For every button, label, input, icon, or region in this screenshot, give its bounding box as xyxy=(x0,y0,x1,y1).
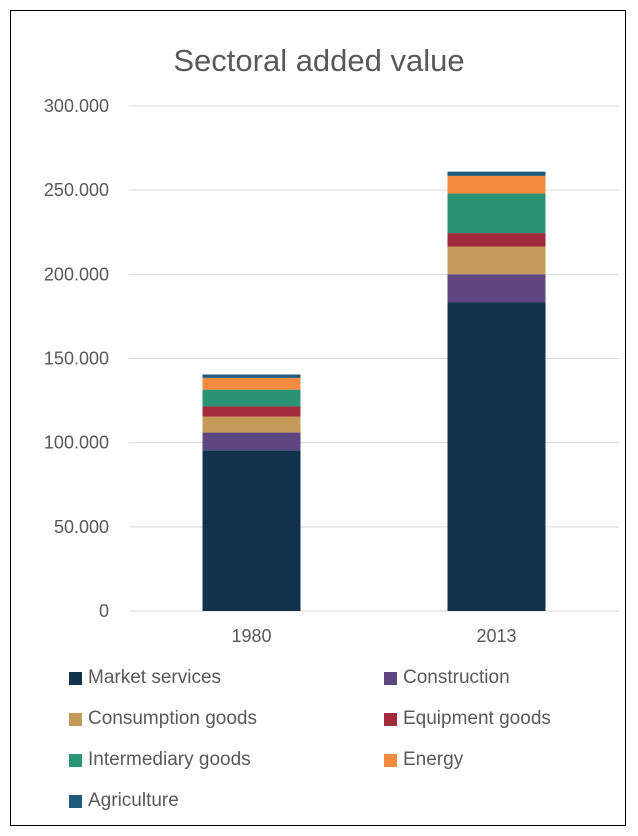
chart-plot-area: 0 50.000 100.000 150.000 200.000 250.000 300.0… xyxy=(44,96,619,646)
bar-segment xyxy=(202,416,301,433)
legend-item: Intermediary goods xyxy=(69,749,251,771)
legend-item: Energy xyxy=(384,749,463,771)
legend-item: Market services xyxy=(69,667,221,689)
bar-segment xyxy=(447,175,546,194)
y-tick-label: 200.000 xyxy=(44,264,109,284)
legend-swatch xyxy=(69,671,82,685)
y-tick-label: 300.000 xyxy=(44,96,109,116)
legend-swatch xyxy=(69,712,82,726)
legend-label: Market services xyxy=(88,667,222,688)
legend-swatch xyxy=(69,753,82,767)
bar-segment xyxy=(202,389,301,407)
legend-label: Consumption goods xyxy=(88,708,257,729)
legend-item: Consumption goods xyxy=(69,708,257,730)
legend-item: Equipment goods xyxy=(384,708,551,730)
chart-title: Sectoral added value xyxy=(173,43,465,78)
bar-segment xyxy=(202,374,301,378)
bar-segment xyxy=(202,450,301,611)
legend-swatch xyxy=(384,712,397,726)
legend-label: Construction xyxy=(403,667,510,688)
legend-swatch xyxy=(384,753,397,767)
legend-label: Agriculture xyxy=(88,790,179,811)
legend-swatch xyxy=(384,671,397,685)
y-tick-label: 150.000 xyxy=(44,349,109,369)
x-tick-label: 2013 xyxy=(476,626,516,646)
legend-item: Agriculture xyxy=(69,790,179,812)
bar-segment xyxy=(447,171,546,176)
legend-label: Energy xyxy=(403,749,464,770)
y-tick-label: 250.000 xyxy=(44,180,109,200)
bar-segment xyxy=(447,302,546,611)
legend-label: Equipment goods xyxy=(403,708,551,729)
y-tick-label: 50.000 xyxy=(54,517,109,537)
bar-segment xyxy=(447,246,546,275)
legend-swatch xyxy=(69,794,82,808)
y-tick-label: 0 xyxy=(99,601,109,621)
y-tick-label: 100.000 xyxy=(44,433,109,453)
x-tick-label: 1980 xyxy=(231,626,271,646)
bar-segment xyxy=(202,406,301,417)
bar-segment xyxy=(447,274,546,303)
bar-segment xyxy=(447,193,546,234)
bar-segment xyxy=(202,432,301,451)
legend-item: Construction xyxy=(384,667,510,689)
chart-frame: Sectoral added value 0 50.000 100.000 150.0… xyxy=(10,10,626,826)
legend-label: Intermediary goods xyxy=(88,749,251,770)
bar-segment xyxy=(202,377,301,390)
bar-segment xyxy=(447,233,546,247)
